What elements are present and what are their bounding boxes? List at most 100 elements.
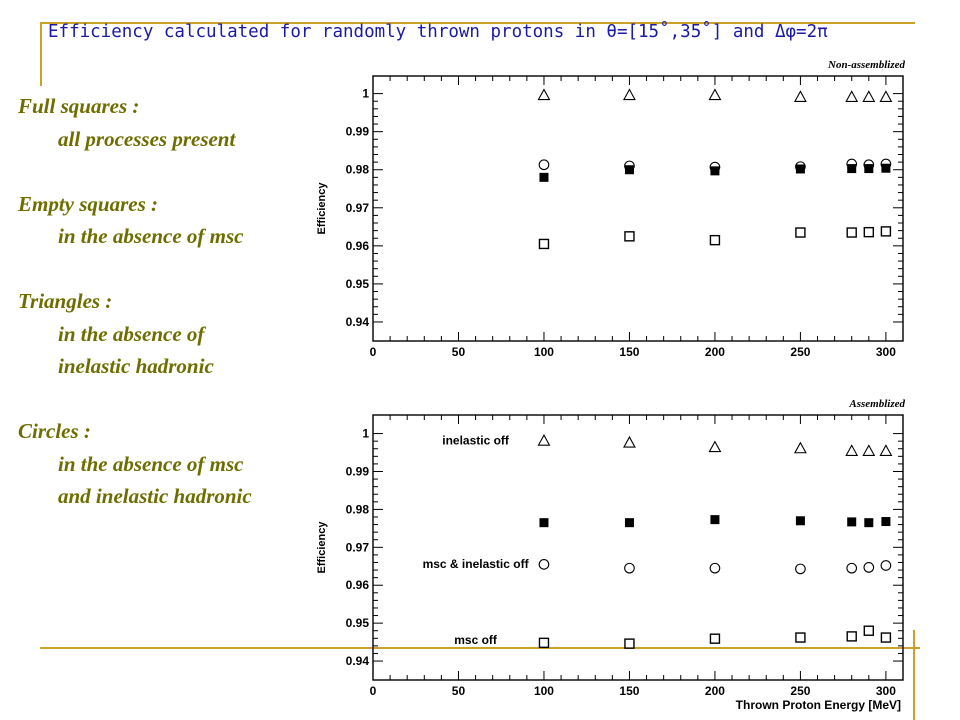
y-tick-label: 0.98 [346,502,370,516]
y-tick-label: 0.97 [346,201,370,215]
x-tick-label: 200 [705,684,725,698]
top-rule [40,22,915,24]
y-tick-label: 0.99 [346,125,370,139]
open-square-point [538,637,550,649]
note-line: all processes present [58,126,236,151]
y-axis-label: Efficiency [316,182,328,235]
circle-point [880,560,892,571]
note-line: in the absence of msc [58,224,244,248]
filled-square-point [864,164,874,174]
open-square-point [624,638,635,649]
triangle-point [845,90,859,102]
y-tick-label: 0.94 [346,315,370,329]
note-full-squares: Full squares : all processes present [18,90,318,155]
bottom-rule [40,647,920,649]
note-line: inelastic hadronic [58,354,214,378]
x-tick-label: 200 [705,345,725,359]
x-tick-label: 0 [370,345,377,359]
x-tick-label: 100 [534,345,554,359]
note-line: in the absence of msc [58,451,244,476]
open-square-point [863,226,875,238]
open-square-point [795,632,806,643]
open-square-point [709,633,721,644]
note-triangles: Triangles : in the absence of inelastic … [18,285,318,383]
x-axis-label: Thrown Proton Energy [MeV] [736,698,901,712]
open-square-point [846,631,857,642]
open-square-point [863,625,875,636]
y-tick-label: 0.96 [346,578,370,592]
plot-frame [372,75,904,342]
filled-square-point [847,517,857,527]
x-tick-label: 50 [452,345,466,359]
note-line: in the absence of [58,321,205,346]
x-tick-label: 250 [790,345,810,359]
open-square-point [624,231,635,242]
y-tick-label: 0.97 [346,540,370,554]
note-circles: Circles : in the absence of msc and inel… [18,415,318,513]
filled-square-point [881,517,891,527]
circle-point [863,562,875,573]
note-heading: Circles : [18,419,91,443]
triangle-point [879,90,893,102]
circle-point [846,562,858,574]
filled-square-point [539,172,549,182]
x-tick-label: 0 [370,684,377,698]
open-square-point [880,226,892,237]
y-tick-label: 0.96 [346,239,370,253]
x-tick-label: 300 [876,684,896,698]
open-square-point [538,238,550,250]
x-tick-label: 150 [619,345,639,359]
triangle-point [862,90,876,102]
open-square-point [880,632,892,643]
filled-square-point [710,515,720,525]
series-annotation: msc off [454,633,498,647]
y-axis-label: Efficiency [316,521,328,574]
chart-title: Non-assemblized [827,59,906,71]
circle-point [709,562,721,574]
y-tick-label: 0.99 [346,464,370,478]
legend-notes: Full squares : all processes present Emp… [18,90,318,545]
y-tick-label: 0.98 [346,163,370,177]
note-empty-squares: Empty squares : in the absence of msc [18,188,318,253]
open-square-point [795,227,806,238]
triangle-point [708,440,722,453]
y-tick-label: 0.95 [346,616,370,630]
plot-frame [372,414,904,681]
x-tick-label: 150 [619,684,639,698]
filled-square-point [795,516,805,526]
open-square-point [846,227,857,238]
filled-square-point [624,518,634,528]
y-tick-label: 0.94 [346,654,370,668]
series-annotation: msc & inelastic off [423,557,530,571]
filled-square-point [864,518,874,528]
triangle-point [537,434,551,446]
x-tick-label: 300 [876,345,896,359]
note-heading: Empty squares : [18,191,159,216]
slide-title: Efficiency calculated for randomly throw… [48,22,828,42]
note-heading: Full squares : [18,94,140,118]
filled-square-point [539,518,549,528]
filled-square-point [795,164,805,174]
triangle-point [793,441,807,454]
chart-title: Assemblized [848,398,905,410]
y-tick-label: 1 [362,427,369,441]
note-heading: Triangles : [18,289,113,313]
triangle-point [793,90,807,102]
triangle-point [708,88,722,101]
note-line: and inelastic hadronic [58,484,252,508]
x-tick-label: 100 [534,684,554,698]
triangle-point [845,444,859,456]
filled-square-point [847,164,857,174]
filled-square-point [624,165,634,175]
y-tick-label: 0.95 [346,277,370,291]
left-rule [40,22,42,86]
right-rule [913,630,915,720]
circle-point [538,559,550,570]
x-tick-label: 250 [790,684,810,698]
filled-square-point [710,166,720,176]
circle-point [538,159,550,171]
triangle-point [623,88,636,101]
filled-square-point [881,163,891,173]
